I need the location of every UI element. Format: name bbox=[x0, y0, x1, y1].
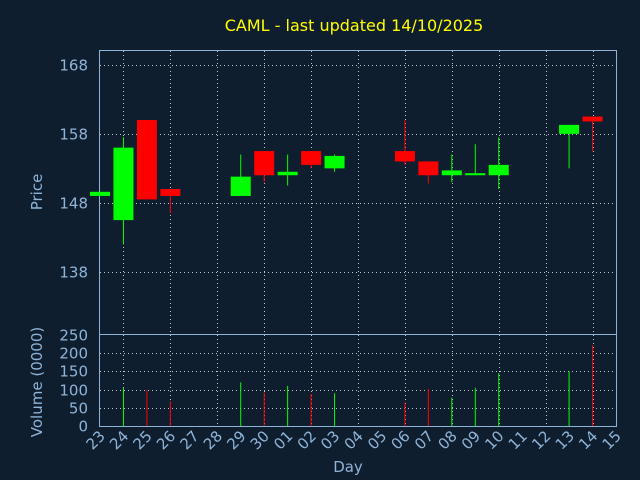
day-tick-label: 09 bbox=[458, 427, 484, 453]
day-tick-label: 08 bbox=[434, 427, 460, 453]
day-tick-label: 05 bbox=[364, 427, 390, 453]
day-axis-ticks: 2324252627282930010203040506070809101112… bbox=[83, 427, 625, 453]
day-tick-label: 06 bbox=[388, 427, 414, 453]
candle-body bbox=[301, 151, 322, 165]
volume-tick-label: 50 bbox=[69, 400, 88, 418]
volume-axis-label: Volume (0000) bbox=[28, 327, 46, 437]
day-tick-label: 14 bbox=[575, 427, 601, 453]
day-tick-label: 02 bbox=[294, 427, 320, 453]
volume-tick-label: 250 bbox=[59, 327, 88, 345]
candle-body bbox=[254, 151, 275, 176]
volume-tick-label: 150 bbox=[59, 363, 88, 381]
day-tick-label: 01 bbox=[270, 427, 296, 453]
price-axis-ticks: 138 148 158 168 bbox=[59, 57, 88, 282]
day-tick-label: 15 bbox=[599, 427, 625, 453]
candle-body bbox=[488, 164, 509, 176]
candle-body bbox=[277, 171, 298, 176]
price-tick-label: 158 bbox=[59, 126, 88, 144]
day-tick-label: 11 bbox=[505, 427, 531, 453]
volume-tick-label: 100 bbox=[59, 382, 88, 400]
price-tick-label: 168 bbox=[59, 57, 88, 75]
day-tick-label: 03 bbox=[317, 427, 343, 453]
volume-tick-label: 0 bbox=[78, 418, 88, 436]
day-tick-label: 10 bbox=[481, 427, 507, 453]
day-tick-label: 26 bbox=[153, 427, 179, 453]
day-tick-label: 28 bbox=[200, 427, 226, 453]
price-tick-label: 138 bbox=[59, 264, 88, 282]
candle-body bbox=[136, 120, 157, 200]
day-tick-label: 29 bbox=[223, 427, 249, 453]
volume-tick-label: 200 bbox=[59, 345, 88, 363]
candle-body bbox=[559, 124, 580, 134]
candle-body bbox=[230, 176, 251, 196]
candle-body bbox=[582, 116, 603, 122]
day-tick-label: 24 bbox=[106, 427, 132, 453]
candle-body bbox=[418, 161, 439, 176]
volume-bar-series bbox=[122, 345, 594, 426]
candle-body bbox=[113, 147, 134, 221]
candlestick-series bbox=[90, 116, 603, 245]
day-tick-label: 30 bbox=[247, 427, 273, 453]
price-axis-label: Price bbox=[28, 174, 46, 211]
day-tick-label: 27 bbox=[176, 427, 202, 453]
candle-body bbox=[441, 170, 462, 176]
candle-body bbox=[394, 151, 415, 162]
candle-body bbox=[465, 173, 486, 176]
day-tick-label: 13 bbox=[552, 427, 578, 453]
volume-plot-frame bbox=[99, 334, 617, 427]
candle-body bbox=[90, 191, 110, 196]
day-tick-label: 04 bbox=[341, 427, 367, 453]
candle-body bbox=[324, 155, 345, 169]
day-tick-label: 12 bbox=[528, 427, 554, 453]
volume-gridlines bbox=[100, 335, 616, 426]
day-tick-label: 25 bbox=[130, 427, 156, 453]
day-tick-label: 07 bbox=[411, 427, 437, 453]
price-tick-label: 148 bbox=[59, 195, 88, 213]
day-axis-label: Day bbox=[333, 458, 363, 476]
chart-title: CAML - last updated 14/10/2025 bbox=[225, 16, 484, 35]
candle-body bbox=[160, 189, 181, 196]
